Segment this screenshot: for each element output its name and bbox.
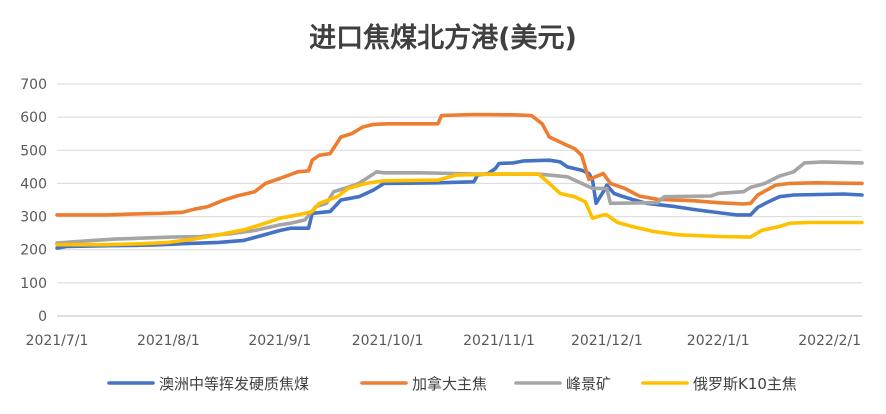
legend-item-3: 峰景矿 [514, 375, 611, 393]
y-tick-label: 200 [20, 243, 47, 259]
x-tick-label: 2022/2/1 [798, 333, 861, 349]
legend-item-4: 俄罗斯K10主焦 [641, 375, 797, 393]
x-axis: 2021/7/1 2021/8/1 2021/9/1 2021/10/1 2021/11… [26, 333, 862, 349]
x-tick-label: 2021/8/1 [137, 333, 200, 349]
y-tick-label: 100 [20, 276, 47, 292]
y-tick-label: 600 [20, 110, 47, 126]
chart-title: 进口焦煤北方港(美元) [309, 22, 577, 54]
legend-item-1: 澳洲中等挥发硬质焦煤 [107, 375, 309, 393]
y-tick-label: 700 [20, 77, 47, 93]
series-lines [55, 112, 864, 250]
series-line-2 [55, 112, 864, 217]
legend-label: 峰景矿 [566, 375, 611, 393]
legend-label: 澳洲中等挥发硬质焦煤 [159, 375, 309, 393]
y-axis: 0 100 200 300 400 500 600 700 [20, 77, 862, 325]
x-tick-label: 2021/9/1 [248, 333, 311, 349]
x-tick-label: 2021/11/1 [463, 333, 535, 349]
series-line-4 [55, 172, 864, 247]
series-line-1 [55, 158, 864, 250]
grid [57, 83, 862, 284]
x-tick-label: 2021/12/1 [571, 333, 643, 349]
y-tick-label: 300 [20, 210, 47, 226]
x-tick-label: 2022/1/1 [687, 333, 750, 349]
y-tick-label: 0 [38, 309, 47, 325]
legend-label: 加拿大主焦 [412, 375, 487, 393]
y-tick-label: 400 [20, 176, 47, 192]
x-tick-label: 2021/10/1 [352, 333, 424, 349]
legend-label: 俄罗斯K10主焦 [693, 375, 797, 393]
legend-item-2: 加拿大主焦 [360, 375, 487, 393]
legend: 澳洲中等挥发硬质焦煤 加拿大主焦 峰景矿 俄罗斯K10主焦 [107, 375, 797, 393]
y-tick-label: 500 [20, 143, 47, 159]
x-tick-label: 2021/7/1 [26, 333, 89, 349]
